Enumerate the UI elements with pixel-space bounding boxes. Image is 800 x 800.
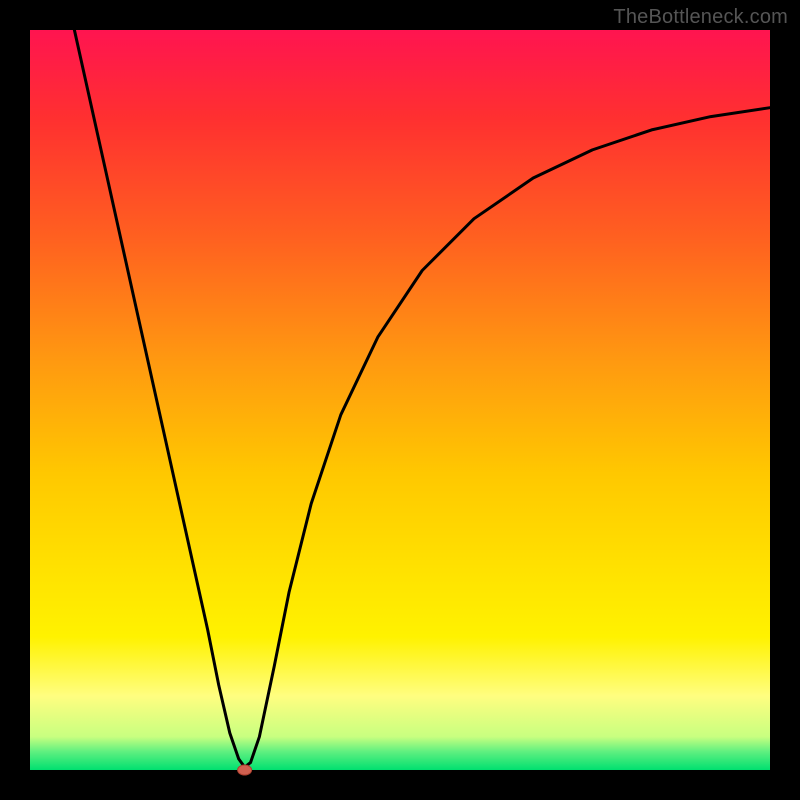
- optimum-marker: [238, 765, 252, 775]
- watermark-text: TheBottleneck.com: [613, 6, 788, 29]
- bottleneck-curve-chart: [0, 0, 800, 800]
- chart-frame: TheBottleneck.com: [0, 0, 800, 800]
